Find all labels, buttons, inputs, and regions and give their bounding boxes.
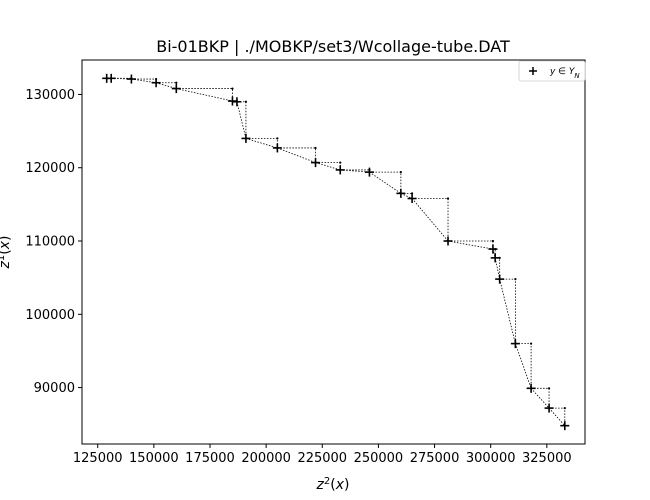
data-point [272, 143, 282, 153]
plot-frame [81, 59, 586, 445]
x-axis: 125000 150000 175000 200000 225000 250000 2750… [73, 444, 572, 466]
staircase-corner [491, 239, 495, 243]
data-point [544, 403, 554, 413]
x-tick-label: 250000 [354, 451, 404, 466]
legend: y ∈ YN [518, 60, 586, 82]
staircase-line [106, 77, 566, 426]
staircase-corner [410, 192, 414, 195]
y-tick-label: 100000 [25, 308, 75, 323]
legend-marker-icon [529, 67, 537, 75]
staircase-corner [446, 197, 450, 200]
staircase-corner [547, 387, 551, 390]
staircase-corner [231, 87, 234, 90]
x-tick-label: 150000 [129, 451, 179, 466]
x-tick-label: 325000 [522, 451, 572, 466]
plot-area [102, 73, 570, 431]
chart-title: Bi-01BKP | ./MOBKP/set3/Wcollage-tube.DA… [156, 37, 510, 56]
data-point [490, 253, 500, 263]
staircase-corner [314, 146, 317, 150]
data-point [407, 194, 417, 204]
y-tick-label: 110000 [25, 235, 75, 250]
data-point [396, 188, 406, 198]
data-point [495, 274, 505, 284]
data-point [443, 236, 453, 246]
staircase-corner [399, 171, 402, 174]
staircase-corner [244, 100, 248, 103]
x-tick-label: 275000 [410, 451, 460, 466]
data-point [311, 158, 321, 168]
x-tick-label: 300000 [466, 451, 516, 466]
data-point [560, 421, 570, 431]
staircase-corner [175, 81, 178, 84]
data-point [488, 244, 498, 254]
staircase-corner [276, 137, 279, 140]
staircase-corner [514, 278, 517, 281]
y-tick-label: 90000 [34, 381, 75, 396]
data-point [126, 74, 136, 84]
data-point [151, 78, 161, 88]
data-point [106, 73, 116, 83]
data-point [364, 167, 374, 177]
legend-box [518, 60, 586, 82]
x-axis-label: z2(x) [316, 476, 350, 494]
y-axis-label: z1(x) [0, 236, 13, 270]
data-point [241, 133, 251, 143]
staircase-corner [530, 342, 533, 345]
y-tick-label: 130000 [25, 88, 75, 103]
legend-label: y ∈ YN [549, 67, 580, 80]
data-point [335, 165, 345, 175]
y-tick-label: 120000 [25, 161, 75, 176]
y-axis: 90000 100000 110000 120000 130000 [25, 88, 82, 396]
x-tick-label: 175000 [185, 451, 235, 466]
x-tick-label: 225000 [297, 451, 347, 466]
data-point [510, 339, 520, 349]
x-tick-label: 200000 [241, 451, 291, 466]
staircase-corner [563, 406, 566, 410]
data-point [232, 97, 242, 107]
data-point [171, 84, 181, 94]
x-tick-label: 125000 [73, 451, 123, 466]
data-point [526, 383, 536, 393]
staircase-corner [339, 161, 342, 164]
